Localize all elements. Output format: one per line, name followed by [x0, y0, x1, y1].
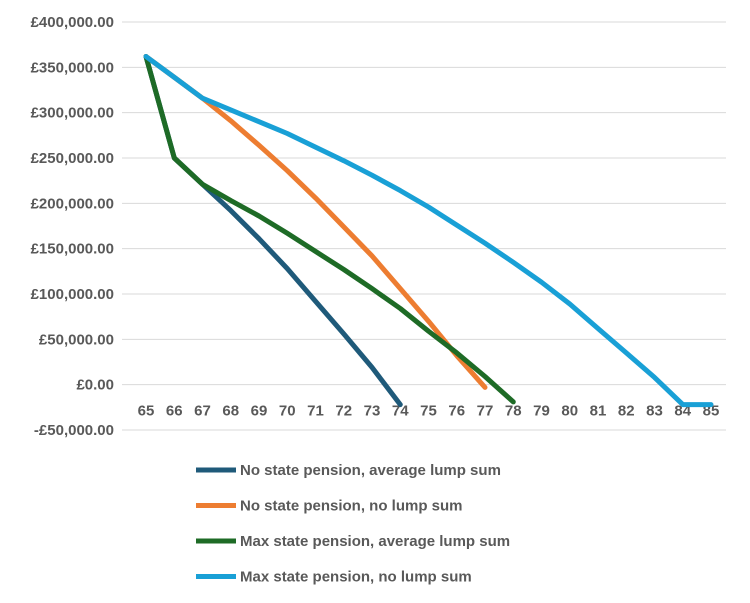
x-tick-label: 77	[477, 403, 494, 420]
legend-label: No state pension, average lump sum	[240, 462, 501, 479]
gridlines	[122, 21, 726, 431]
x-tick-label: 80	[561, 403, 578, 420]
x-tick-label: 79	[533, 403, 550, 420]
x-tick-label: 82	[618, 403, 635, 420]
x-tick-label: 83	[646, 403, 663, 420]
x-tick-label: 75	[420, 403, 437, 420]
x-tick-label: 72	[335, 403, 352, 420]
series-line-1	[143, 54, 403, 408]
legend: No state pension, average lump sum No sta…	[196, 462, 510, 586]
x-tick-label: 69	[251, 403, 268, 420]
x-tick-label: 74	[392, 403, 409, 420]
legend-label: Max state pension, no lump sum	[240, 569, 472, 586]
y-tick-label: £150,000.00	[31, 241, 114, 258]
y-tick-label: -£50,000.00	[34, 422, 114, 439]
x-axis-tick-labels: 65 66 67 68 69 70 71 72 73 74 75 76 77 78 79 80 81 82 83 84…	[138, 403, 720, 420]
legend-label: Max state pension, average lump sum	[240, 533, 510, 550]
y-tick-label: £300,000.00	[31, 105, 114, 122]
y-tick-label: £250,000.00	[31, 150, 114, 167]
x-tick-label: 78	[505, 403, 522, 420]
series-line-3	[143, 54, 516, 405]
x-tick-label: 66	[166, 403, 183, 420]
series-lines	[143, 54, 714, 408]
y-tick-label: £400,000.00	[31, 14, 114, 31]
series-line-4	[143, 54, 714, 408]
x-tick-label: 73	[364, 403, 381, 420]
y-axis-tick-labels: £400,000.00 £350,000.00 £300,000.00 £250,00…	[31, 14, 114, 439]
y-tick-label: £100,000.00	[31, 286, 114, 303]
y-tick-label: £200,000.00	[31, 195, 114, 212]
y-tick-label: £0.00	[76, 377, 114, 394]
x-tick-label: 70	[279, 403, 296, 420]
y-tick-label: £50,000.00	[39, 331, 114, 348]
x-tick-label: 81	[590, 403, 607, 420]
legend-label: No state pension, no lump sum	[240, 498, 463, 515]
x-tick-label: 76	[448, 403, 465, 420]
x-tick-label: 65	[138, 403, 155, 420]
x-tick-label: 71	[307, 403, 324, 420]
y-tick-label: £350,000.00	[31, 59, 114, 76]
x-tick-label: 67	[194, 403, 211, 420]
x-tick-label: 68	[222, 403, 239, 420]
